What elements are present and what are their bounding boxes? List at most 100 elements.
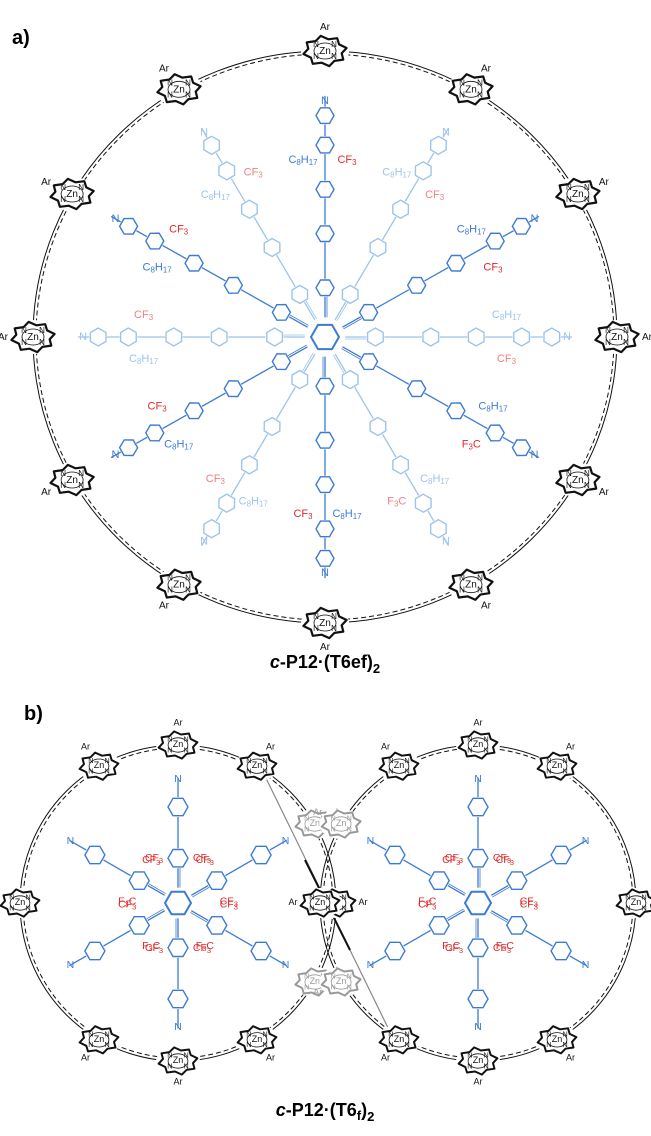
ring-mask [203, 136, 221, 154]
caption: c-P12·(T6ef)2 [270, 652, 380, 676]
label-part: N [88, 1040, 93, 1049]
atom-label: Zn [252, 761, 263, 771]
label-part: CF [483, 262, 498, 274]
label-part: N [625, 893, 630, 902]
atom-label: N [304, 982, 309, 991]
atom-label: Zn [27, 332, 39, 343]
label-part: N [584, 183, 590, 192]
atom-label: N [467, 735, 472, 744]
ring-mask [272, 353, 290, 371]
atom-label: N [25, 903, 30, 912]
ring-mask [366, 328, 384, 346]
label-part: N [367, 835, 375, 847]
atom-label: C8H17 [492, 309, 521, 322]
ring-mask [85, 941, 105, 961]
atom-label: Ar [266, 1053, 275, 1063]
label-part: N [325, 903, 330, 912]
label-part: Ar [599, 487, 610, 498]
atom-label: N [185, 586, 191, 595]
ring-mask [316, 431, 334, 449]
label-part: N [483, 745, 488, 754]
label-part: N [78, 481, 84, 490]
atom-label: N [174, 1021, 182, 1033]
alkyne-spoke [491, 840, 586, 895]
atom-label: Zn [310, 976, 321, 986]
subscript: 3 [156, 858, 160, 867]
label-part: H [176, 439, 184, 451]
label-part: Zn [310, 976, 321, 986]
label-part: H [213, 189, 221, 201]
atom-label: N [104, 1040, 109, 1049]
atom-label: Zn [394, 761, 405, 771]
panel-label: b) [24, 703, 43, 725]
atom-label: CF3 [497, 353, 517, 366]
label-part: N [67, 835, 75, 847]
atom-label: C8H17 [129, 353, 158, 366]
atom-label: N [483, 1051, 488, 1060]
label-part: N [88, 766, 93, 775]
ring-mask [414, 162, 432, 180]
atom-label: C8H17 [239, 495, 268, 508]
label-part: N [330, 814, 335, 823]
atom-label: N [304, 972, 309, 981]
label-part: H [155, 262, 163, 274]
label-part: H [395, 166, 403, 178]
subscript: 17 [163, 266, 172, 275]
label-part: N [330, 982, 335, 991]
ring-mask [369, 417, 387, 435]
ring-mask [512, 439, 530, 457]
label-part: CF [134, 309, 149, 321]
label-part: N [477, 90, 483, 99]
label-part: N [183, 745, 188, 754]
label-part: CF [220, 898, 234, 910]
label-part: N [183, 1051, 188, 1060]
atom-label: Ar [566, 742, 575, 752]
label-part: N [341, 893, 346, 902]
subscript: 17 [440, 477, 449, 486]
label-part: N [104, 1040, 109, 1049]
label-part: N [584, 195, 590, 204]
label-part: N [563, 331, 571, 343]
atom-label: N [467, 1061, 472, 1070]
atom-label: N [67, 835, 75, 847]
atom-label: N [167, 745, 172, 754]
label-part: H [504, 309, 512, 321]
ring-mask [224, 276, 242, 294]
atom-label: N [483, 735, 488, 744]
label-part: N [531, 449, 539, 461]
label-part: H [251, 495, 259, 507]
atom-label: CF3 [496, 854, 514, 867]
atom-label: N [546, 1029, 551, 1038]
ring-mask [316, 136, 334, 154]
ring-mask [512, 217, 530, 235]
atom-label: F3C [118, 895, 137, 908]
label-part: N [246, 1040, 251, 1049]
atom-label: N [185, 574, 191, 583]
label-part: N [641, 893, 646, 902]
label-part: N [200, 126, 208, 138]
label-part: Ar [313, 987, 322, 997]
label-part: N [183, 1061, 188, 1070]
ring-mask [316, 279, 334, 297]
caption-sub: 2 [373, 661, 380, 676]
label-part: CF [193, 942, 207, 954]
alkyne-spoke [191, 840, 286, 895]
ring-mask [513, 328, 531, 346]
alkyne-spoke [491, 911, 586, 966]
label-part: N [39, 338, 45, 347]
label-part: N [474, 773, 482, 785]
label-part: N [185, 78, 191, 87]
label-part: C [453, 940, 461, 952]
label-part: N [404, 756, 409, 765]
atom-label: Ar [642, 332, 651, 343]
subscript: 3 [220, 477, 225, 486]
label-part: N [388, 1040, 393, 1049]
ring-mask [385, 941, 405, 961]
ring-mask [119, 328, 137, 346]
ring-mask [316, 107, 334, 125]
label-part: N [112, 449, 120, 461]
label-part: Zn [319, 618, 331, 629]
label-part: N [347, 814, 352, 823]
atom-label: Zn [572, 189, 584, 200]
label-part: Zn [473, 1055, 484, 1065]
